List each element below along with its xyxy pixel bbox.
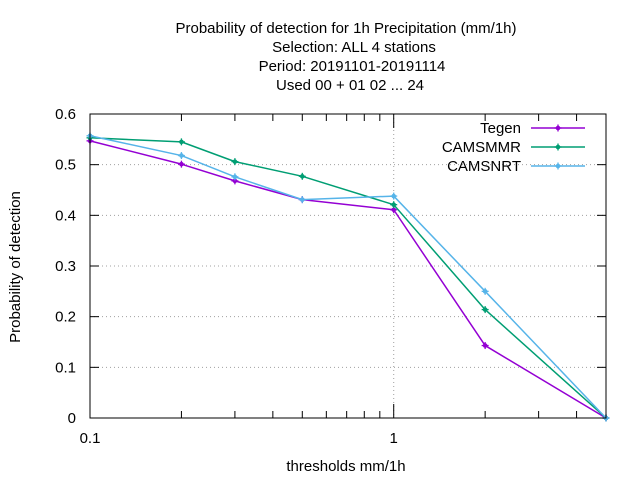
data-point bbox=[554, 143, 562, 151]
title-line-1: Probability of detection for 1h Precipit… bbox=[176, 20, 517, 37]
legend-label-tegen: Tegen bbox=[480, 120, 521, 137]
data-point bbox=[390, 201, 398, 209]
data-point bbox=[554, 124, 562, 132]
data-point bbox=[298, 172, 306, 180]
tick-labels: 00.10.20.30.40.50.60.1 1 bbox=[55, 106, 398, 447]
y-tick-label: 0 bbox=[68, 410, 76, 427]
series-tegen bbox=[86, 137, 610, 422]
title-line-4: Used 00 + 01 02 ... 24 bbox=[276, 77, 424, 94]
y-tick-label: 0.2 bbox=[55, 309, 76, 326]
data-point bbox=[554, 162, 562, 170]
y-tick-label: 0.3 bbox=[55, 258, 76, 275]
y-axis-label: Probability of detection bbox=[7, 191, 24, 343]
data-point bbox=[481, 342, 489, 350]
data-point bbox=[390, 192, 398, 200]
series-line-camsnrt bbox=[89, 135, 607, 419]
y-tick-label: 0.1 bbox=[55, 359, 76, 376]
y-tick-label: 0.4 bbox=[55, 207, 76, 224]
chart-title: Probability of detection for 1h Precipit… bbox=[176, 20, 517, 94]
data-point bbox=[481, 287, 489, 295]
legend-label-camsmmr: CAMSMMR bbox=[442, 139, 521, 156]
data-point bbox=[177, 138, 185, 146]
y-tick-label: 0.5 bbox=[55, 157, 76, 174]
series-camsmmr bbox=[86, 134, 610, 422]
series-line-camsmmr bbox=[89, 137, 607, 419]
data-point bbox=[177, 160, 185, 168]
x-tick-label: 1 bbox=[390, 430, 398, 447]
series-line-tegen bbox=[89, 140, 607, 419]
grid bbox=[90, 114, 606, 418]
data-point bbox=[298, 196, 306, 204]
data-point bbox=[231, 158, 239, 166]
y-tick-label: 0.6 bbox=[55, 106, 76, 123]
legend-label-camsnrt: CAMSNRT bbox=[447, 158, 521, 175]
plot-frame bbox=[89, 113, 607, 419]
series-camsnrt bbox=[86, 132, 610, 422]
title-line-2: Selection: ALL 4 stations bbox=[272, 39, 436, 56]
series bbox=[86, 132, 610, 422]
data-point bbox=[481, 306, 489, 314]
x-axis-label: thresholds mm/1h bbox=[286, 458, 405, 475]
legend: Tegen CAMSMMR CAMSNRT bbox=[442, 120, 585, 175]
data-point bbox=[177, 152, 185, 160]
x-tick-label: 0.1 bbox=[80, 430, 101, 447]
data-point bbox=[231, 173, 239, 181]
title-line-3: Period: 20191101-20191114 bbox=[259, 58, 446, 75]
